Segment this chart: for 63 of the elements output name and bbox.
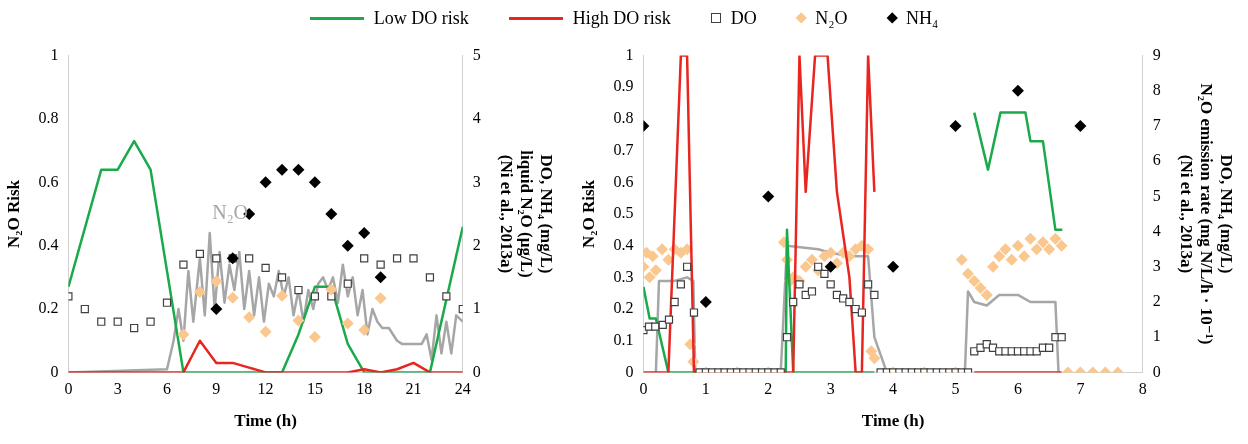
x-tick-label: 3: [113, 380, 122, 398]
x-tick-label: 6: [163, 380, 171, 398]
y2-tick-label: 1: [1152, 327, 1161, 345]
y-tick-label: 0.6: [38, 172, 59, 190]
y2-tick-label: 5: [1152, 186, 1161, 204]
x-axis-title: Time (h): [861, 411, 925, 431]
y2-tick-label: 2: [1152, 292, 1161, 310]
x-tick-label: 9: [212, 380, 221, 398]
y-tick-label: 0.1: [613, 330, 634, 348]
y2-tick-label: 8: [1152, 81, 1161, 98]
legend-label: N₂O: [815, 7, 848, 29]
y2-tick-label: 1: [472, 299, 481, 317]
y2-tick-label: 4: [1152, 221, 1161, 239]
y-tick-label: 0.4: [38, 235, 59, 253]
y-tick-label: 0.9: [613, 77, 634, 95]
y-tick-label: 1: [50, 45, 59, 63]
y-tick-label: 0.8: [613, 109, 634, 127]
y-tick-label: 0.3: [613, 267, 634, 285]
legend-label: High DO risk: [572, 7, 671, 29]
x-tick-label: 7: [1076, 380, 1085, 398]
y-tick-label: 0: [50, 362, 59, 380]
y-tick-label: 0.2: [38, 299, 59, 317]
y2-axis-title: DO, NH₄ (mg/L) N₂O emission rate (mg N/L/h · 10⁻¹) (Ni et al., 2013a): [1176, 83, 1237, 345]
x-tick-label: 0: [64, 380, 73, 398]
y2-tick-label: 7: [1152, 116, 1161, 134]
y-tick-label: 1: [625, 45, 634, 63]
y2-tick-label: 3: [472, 172, 481, 190]
y-tick-label: 0.7: [613, 140, 634, 158]
x-tick-label: 21: [405, 380, 422, 398]
y-axis-title: N₂O Risk: [3, 179, 23, 248]
y-tick-label: 0.4: [613, 235, 634, 253]
x-tick-label: 5: [951, 380, 960, 398]
x-tick-label: 24: [454, 380, 471, 398]
y2-tick-label: 0: [1152, 362, 1161, 380]
y2-tick-label: 9: [1152, 45, 1161, 63]
x-tick-label: 8: [1138, 380, 1147, 398]
y-tick-label: 0: [625, 362, 634, 380]
legend-label: NH₄: [905, 7, 939, 29]
x-tick-label: 6: [1013, 380, 1022, 398]
y-tick-label: 0.8: [38, 109, 59, 127]
x-tick-label: 2: [764, 380, 773, 398]
x-tick-label: 0: [639, 380, 648, 398]
legend-label: DO: [730, 7, 757, 29]
y2-tick-label: 6: [1152, 151, 1161, 169]
x-tick-label: 18: [356, 380, 373, 398]
y2-tick-label: 4: [472, 109, 481, 127]
y-tick-label: 0.6: [613, 172, 634, 190]
x-tick-label: 1: [701, 380, 710, 398]
y-tick-label: 0.5: [613, 204, 634, 222]
x-tick-label: 15: [306, 380, 323, 398]
annotation: N₂O: [212, 201, 249, 224]
x-axis-title: Time (h): [234, 411, 297, 431]
x-tick-label: 12: [257, 380, 274, 398]
x-tick-label: 3: [826, 380, 835, 398]
y2-tick-label: 0: [472, 362, 481, 380]
x-tick-label: 4: [889, 380, 898, 398]
y2-tick-label: 3: [1152, 257, 1161, 274]
y-axis-title: N₂O Risk: [578, 179, 598, 248]
legend-label: Low DO risk: [373, 7, 469, 29]
y-tick-label: 0.2: [613, 299, 634, 317]
y2-axis-title: DO, NH₄ (mg/L) liquid N₂O (µg/L) (Ni et al., 2013a): [496, 150, 557, 278]
y2-tick-label: 2: [472, 235, 481, 253]
y2-tick-label: 5: [472, 45, 481, 63]
